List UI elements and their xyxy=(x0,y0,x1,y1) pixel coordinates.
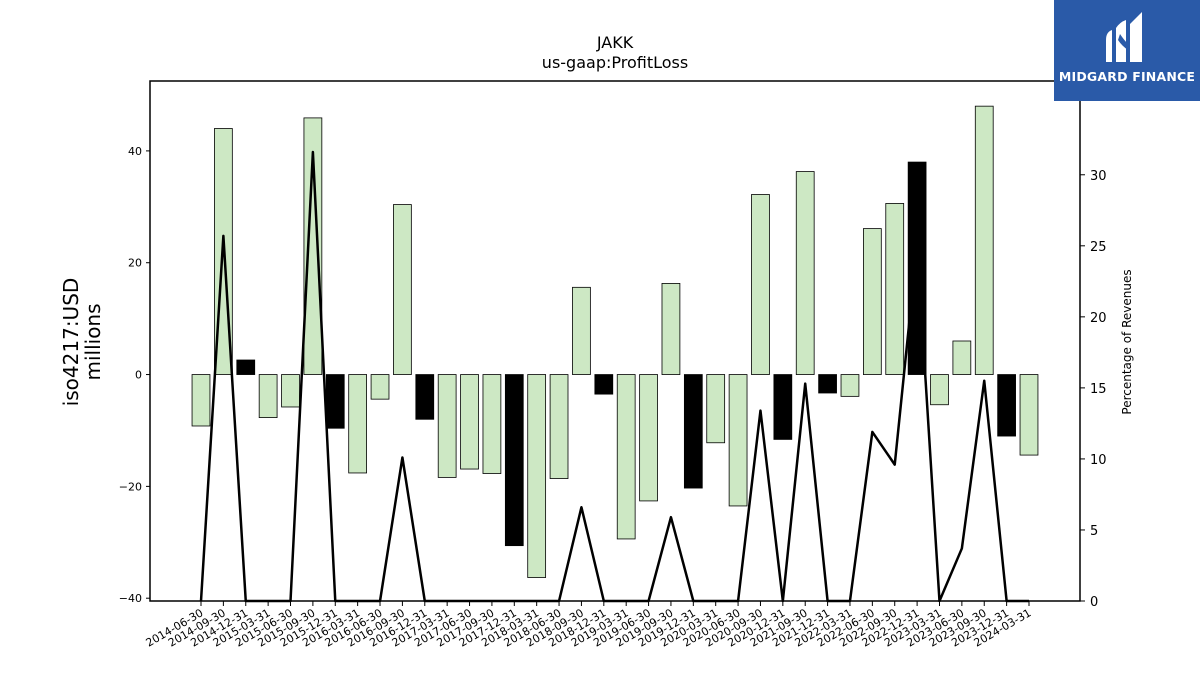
bar xyxy=(885,203,905,375)
bar xyxy=(415,374,435,420)
y-tick-label: 40 xyxy=(128,145,142,158)
bar xyxy=(863,228,882,375)
bar xyxy=(594,374,614,395)
bar xyxy=(616,374,636,540)
bar xyxy=(191,374,211,427)
bar xyxy=(527,374,547,578)
bar xyxy=(572,286,591,375)
bar xyxy=(370,374,390,400)
bar xyxy=(997,374,1016,437)
bar xyxy=(504,374,524,547)
y-axis-label: iso4217:USDmillions xyxy=(59,278,105,407)
y-tick-label: 20 xyxy=(128,257,142,270)
bar xyxy=(930,374,949,406)
bar xyxy=(639,374,658,502)
y2-tick-label: 25 xyxy=(1090,240,1107,255)
chart-subtitle: us-gaap:ProfitLoss xyxy=(542,53,688,72)
line-series xyxy=(199,150,1029,603)
bar xyxy=(974,105,994,375)
logo-text: MIDGARD FINANCE xyxy=(1058,69,1196,84)
y-axis-label-line: millions xyxy=(81,303,105,380)
right-y-axis: 0 5 10 15 20 25 30 xyxy=(1080,169,1107,610)
logo-mark-icon xyxy=(1106,12,1142,62)
axes xyxy=(149,80,1081,602)
chart-title: JAKK xyxy=(596,33,634,52)
y-tick-label: 0 xyxy=(135,369,142,382)
bar xyxy=(549,374,569,479)
bar xyxy=(683,374,703,489)
bar xyxy=(661,283,681,375)
bar xyxy=(325,374,345,429)
plot-frame xyxy=(149,80,1081,602)
bar xyxy=(751,194,770,375)
bar-series xyxy=(191,105,1039,578)
y2-tick-label: 30 xyxy=(1090,169,1107,184)
bar xyxy=(795,171,815,375)
y2-tick-label: 10 xyxy=(1090,453,1107,468)
bar xyxy=(482,374,502,474)
y-axis-label-line: iso4217:USD xyxy=(59,278,83,407)
bar xyxy=(1019,374,1039,456)
bar xyxy=(952,340,972,375)
x-axis: 2014-06-302014-09-302014-12-312015-03-31… xyxy=(144,601,1034,650)
bar xyxy=(303,117,323,375)
bar xyxy=(437,374,457,478)
bar xyxy=(281,374,300,408)
bar xyxy=(393,204,412,375)
y2-tick-label: 5 xyxy=(1090,524,1098,539)
bar xyxy=(258,374,278,418)
left-y-axis: −40 −20 0 20 40 xyxy=(119,145,150,605)
bar xyxy=(728,374,748,507)
bar xyxy=(773,374,793,440)
y-tick-label: −20 xyxy=(119,480,142,493)
y2-axis-label: Percentage of Revenues xyxy=(1120,269,1134,414)
line-series-path xyxy=(199,150,1029,603)
bar xyxy=(348,374,368,474)
y2-tick-label: 15 xyxy=(1090,382,1107,397)
y2-tick-label: 0 xyxy=(1090,595,1098,610)
bar xyxy=(706,374,726,444)
y2-tick-label: 20 xyxy=(1090,311,1107,326)
bar xyxy=(840,374,860,397)
bar xyxy=(236,359,256,375)
bar xyxy=(818,374,837,394)
bar xyxy=(460,374,479,470)
midgard-finance-logo: MIDGARD FINANCE xyxy=(1054,0,1200,101)
y-tick-label: −40 xyxy=(119,592,142,605)
